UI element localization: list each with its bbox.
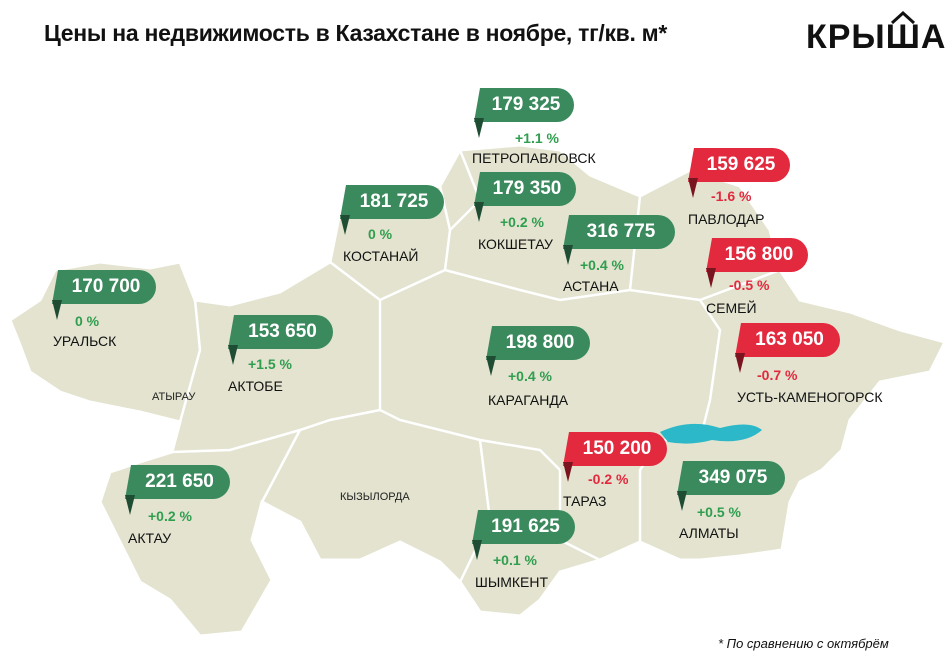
map-pin-pointer-icon xyxy=(474,118,484,138)
price-change-almaty: +0.5 % xyxy=(697,504,741,520)
map-pin-pointer-icon xyxy=(486,356,496,376)
price-value: 181 725 xyxy=(340,185,444,219)
map-pin-pointer-icon xyxy=(52,300,62,320)
price-tag-almaty: 349 075 xyxy=(677,461,785,511)
price-value: 159 625 xyxy=(688,148,790,182)
city-label-petropavlovsk: ПЕТРОПАВЛОВСК xyxy=(472,150,596,166)
region-label-atyrau: АТЫРАУ xyxy=(152,391,196,403)
price-change-karaganda: +0.4 % xyxy=(508,368,552,384)
price-change-astana: +0.4 % xyxy=(580,257,624,273)
city-label-kokshetau: КОКШЕТАУ xyxy=(478,236,553,252)
price-tag-ust-kamenogorsk: 163 050 xyxy=(735,323,840,373)
region-borders xyxy=(171,149,781,583)
price-change-aktobe: +1.5 % xyxy=(248,356,292,372)
price-tag-shymkent: 191 625 xyxy=(472,510,575,560)
price-value: 191 625 xyxy=(472,510,575,544)
city-label-pavlodar: ПАВЛОДАР xyxy=(688,211,765,227)
price-value: 153 650 xyxy=(228,315,333,349)
price-tag-kostanay: 181 725 xyxy=(340,185,444,235)
price-tag-pavlodar: 159 625 xyxy=(688,148,790,198)
page-title: Цены на недвижимость в Казахстане в нояб… xyxy=(44,20,668,46)
price-change-aktau: +0.2 % xyxy=(148,508,192,524)
price-value: 170 700 xyxy=(52,270,156,304)
price-value: 179 350 xyxy=(474,172,576,206)
price-value: 349 075 xyxy=(677,461,785,495)
price-value: 221 650 xyxy=(125,465,230,499)
price-tag-semey: 156 800 xyxy=(706,238,808,288)
roof-icon xyxy=(890,10,916,24)
price-value: 198 800 xyxy=(486,326,590,360)
logo-text: КРЫША xyxy=(806,18,947,56)
price-tag-karaganda: 198 800 xyxy=(486,326,590,376)
price-change-kostanay: 0 % xyxy=(368,226,393,242)
price-change-taraz: -0.2 % xyxy=(588,471,629,487)
city-label-kostanay: КОСТАНАЙ xyxy=(343,248,419,264)
city-label-semey: СЕМЕЙ xyxy=(706,300,757,316)
footnote: * По сравнению с октябрём xyxy=(718,636,889,651)
map-pin-pointer-icon xyxy=(677,491,687,511)
city-label-taraz: ТАРАЗ xyxy=(563,493,607,509)
price-tag-uralsk: 170 700 xyxy=(52,270,156,320)
city-label-almaty: АЛМАТЫ xyxy=(679,525,739,541)
price-change-semey: -0.5 % xyxy=(729,277,770,293)
price-change-uralsk: 0 % xyxy=(75,313,100,329)
krisha-logo[interactable]: КРЫША xyxy=(806,10,945,54)
city-label-aktobe: АКТОБЕ xyxy=(228,378,283,394)
map-pin-pointer-icon xyxy=(125,495,135,515)
price-change-shymkent: +0.1 % xyxy=(493,552,537,568)
price-value: 150 200 xyxy=(563,432,667,466)
city-label-karaganda: КАРАГАНДА xyxy=(488,392,569,408)
city-label-uralsk: УРАЛЬСК xyxy=(53,333,117,349)
map-pin-pointer-icon xyxy=(474,202,484,222)
price-change-petropavlovsk: +1.1 % xyxy=(515,130,559,146)
price-value: 179 325 xyxy=(474,88,574,122)
map-pin-pointer-icon xyxy=(228,345,238,365)
price-tag-kokshetau: 179 350 xyxy=(474,172,576,222)
region-label-kyzylorda: КЫЗЫЛОРДА xyxy=(340,491,410,503)
city-label-shymkent: ШЫМКЕНТ xyxy=(475,574,549,590)
price-tag-aktau: 221 650 xyxy=(125,465,230,515)
price-tag-petropavlovsk: 179 325 xyxy=(474,88,574,138)
map-pin-pointer-icon xyxy=(735,353,745,373)
price-change-ust-kamenogorsk: -0.7 % xyxy=(757,367,798,383)
city-label-aktau: АКТАУ xyxy=(128,530,172,546)
price-value: 163 050 xyxy=(735,323,840,357)
city-label-astana: АСТАНА xyxy=(563,278,619,294)
map-pin-pointer-icon xyxy=(472,540,482,560)
lake-balkhash xyxy=(660,423,762,444)
map-pin-pointer-icon xyxy=(563,245,573,265)
price-tag-aktobe: 153 650 xyxy=(228,315,333,365)
map-pin-pointer-icon xyxy=(706,268,716,288)
price-change-kokshetau: +0.2 % xyxy=(500,214,544,230)
price-value: 316 775 xyxy=(563,215,675,249)
map-pin-pointer-icon xyxy=(340,215,350,235)
price-value: 156 800 xyxy=(706,238,808,272)
price-tag-astana: 316 775 xyxy=(563,215,675,265)
map-pin-pointer-icon xyxy=(563,462,573,482)
city-label-ust-kamenogorsk: УСТЬ-КАМЕНОГОРСК xyxy=(737,389,883,405)
price-change-pavlodar: -1.6 % xyxy=(711,188,752,204)
price-tag-taraz: 150 200 xyxy=(563,432,667,482)
map-pin-pointer-icon xyxy=(688,178,698,198)
